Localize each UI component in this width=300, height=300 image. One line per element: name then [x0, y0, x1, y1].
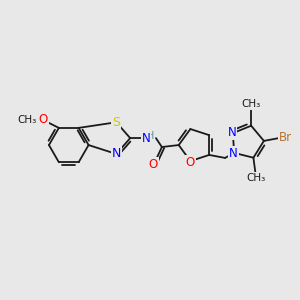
Text: CH₃: CH₃ [17, 115, 37, 125]
Text: O: O [186, 156, 195, 169]
Text: N: N [227, 126, 236, 139]
Text: O: O [148, 158, 158, 171]
Text: N: N [112, 148, 121, 160]
Text: CH₃: CH₃ [242, 99, 261, 109]
Text: N: N [229, 147, 238, 161]
Text: N: N [142, 132, 150, 145]
Text: CH₃: CH₃ [247, 172, 266, 182]
Text: Br: Br [279, 131, 292, 144]
Text: O: O [38, 113, 48, 127]
Text: S: S [112, 116, 120, 129]
Text: H: H [146, 131, 154, 141]
